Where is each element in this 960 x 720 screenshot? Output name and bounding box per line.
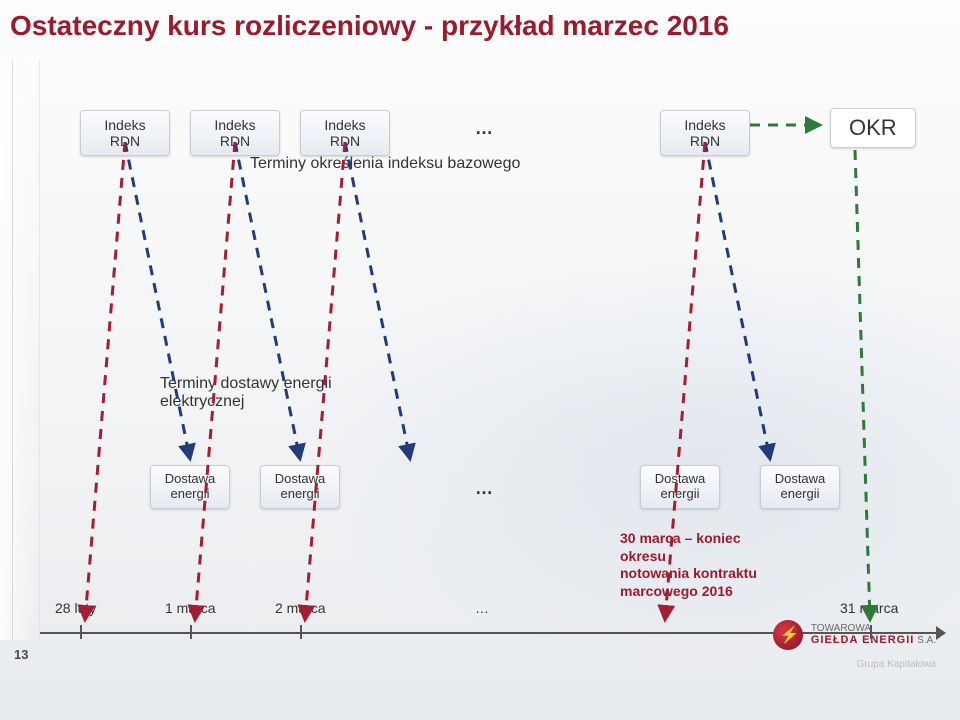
date-1-marca: 1 marca xyxy=(165,600,216,616)
label-indeks-bazowy: Terminy określenia indeksu bazowego xyxy=(250,155,520,173)
tick xyxy=(300,625,302,639)
logo-text: TOWAROWA GIEŁDA ENERGII S.A. xyxy=(811,623,936,646)
company-logo: TOWAROWA GIEŁDA ENERGII S.A. xyxy=(773,620,936,650)
date-ellipsis: … xyxy=(475,600,489,616)
indeks-box-1: Indeks RDN xyxy=(80,110,170,156)
tick xyxy=(80,625,82,639)
indeks-box-2: Indeks RDN xyxy=(190,110,280,156)
delivery-box-2: Dostawaenergii xyxy=(260,465,340,509)
indeks-box-4: Indeks RDN xyxy=(660,110,750,156)
tick xyxy=(870,625,872,639)
page-number: 13 xyxy=(14,647,28,662)
logo-line2: GIEŁDA ENERGII xyxy=(811,634,914,646)
label-dostawy: Terminy dostawy energii elektrycznej xyxy=(160,375,380,411)
delivery-ellipsis: … xyxy=(475,478,493,499)
page-title: Ostateczny kurs rozliczeniowy - przykład… xyxy=(10,10,960,42)
logo-suffix: S.A. xyxy=(917,635,936,646)
date-28-luty: 28 luty xyxy=(55,600,96,616)
indeks-box-3: Indeks RDN xyxy=(300,110,390,156)
timeline-arrow-icon xyxy=(936,626,946,640)
date-2-marca: 2 marca xyxy=(275,600,326,616)
tick xyxy=(190,625,192,639)
settlement-note: 30 marca – koniec okresunotowania kontra… xyxy=(620,530,790,600)
footer-grupa: Grupa Kapitałowa xyxy=(857,659,937,670)
bolt-icon xyxy=(773,620,803,650)
delivery-box-1: Dostawaenergii xyxy=(150,465,230,509)
delivery-box-4: Dostawaenergii xyxy=(760,465,840,509)
logo-line1: TOWAROWA xyxy=(811,623,936,634)
left-accent xyxy=(0,60,40,640)
delivery-box-3: Dostawaenergii xyxy=(640,465,720,509)
top-ellipsis: … xyxy=(475,118,493,139)
okr-box: OKR xyxy=(830,108,916,148)
date-31-marca: 31 marca xyxy=(840,600,898,616)
